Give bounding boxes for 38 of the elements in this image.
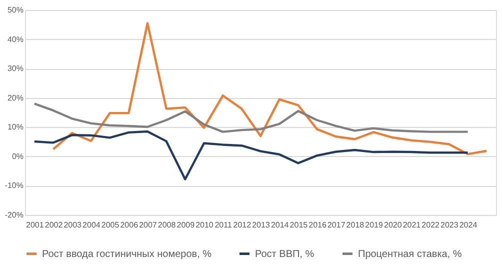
x-tick-label: 2023	[440, 220, 459, 230]
x-tick-label: 2024	[459, 220, 478, 230]
y-tick-label: 20%	[7, 93, 24, 102]
x-tick-label: 2010	[196, 220, 214, 230]
x-tick-label: 2002	[44, 220, 64, 230]
legend-label: Рост ввода гостиничных номеров, %	[42, 248, 212, 260]
line-series	[33, 102, 469, 133]
x-tick-label: 2012	[233, 220, 252, 230]
y-tick-label: 40%	[7, 34, 24, 44]
x-tick-label: 2008	[158, 220, 176, 230]
x-tick-label: 2022	[422, 220, 440, 230]
x-tick-label: 2011	[214, 220, 232, 230]
x-tick-label: 2017	[327, 220, 346, 230]
line-series	[33, 130, 469, 180]
x-tick-label: 2006	[120, 220, 139, 230]
x-tick-label: 2001	[26, 220, 44, 230]
x-tick-label: 2020	[384, 220, 402, 230]
y-tick-label: -10%	[4, 181, 24, 190]
x-tick-label: 2009	[176, 220, 196, 230]
y-tick-label: 0%	[12, 152, 24, 161]
y-tick-label: 30%	[7, 64, 24, 74]
x-tick-label: 2018	[346, 220, 365, 230]
y-tick-label: -20%	[4, 210, 24, 220]
x-tick-label: 2005	[101, 220, 120, 230]
x-tick-label: 2019	[365, 220, 384, 230]
x-tick-label: 2016	[308, 220, 327, 230]
line-series	[52, 22, 488, 156]
y-tick-label: 10%	[7, 122, 24, 132]
x-tick-label: 2013	[252, 220, 270, 230]
x-tick-label: 2007	[139, 220, 158, 230]
x-tick-label: 2015	[290, 220, 308, 230]
x-tick-label: 2014	[270, 220, 290, 230]
legend-label: Рост ВВП, %	[255, 248, 314, 260]
x-tick-label: 2021	[402, 220, 422, 230]
x-tick-label: 2004	[82, 220, 101, 230]
y-tick-label: 50%	[7, 6, 24, 14]
legend-label: Процентная ставка, %	[358, 248, 462, 260]
x-tick-label: 2003	[64, 220, 82, 230]
